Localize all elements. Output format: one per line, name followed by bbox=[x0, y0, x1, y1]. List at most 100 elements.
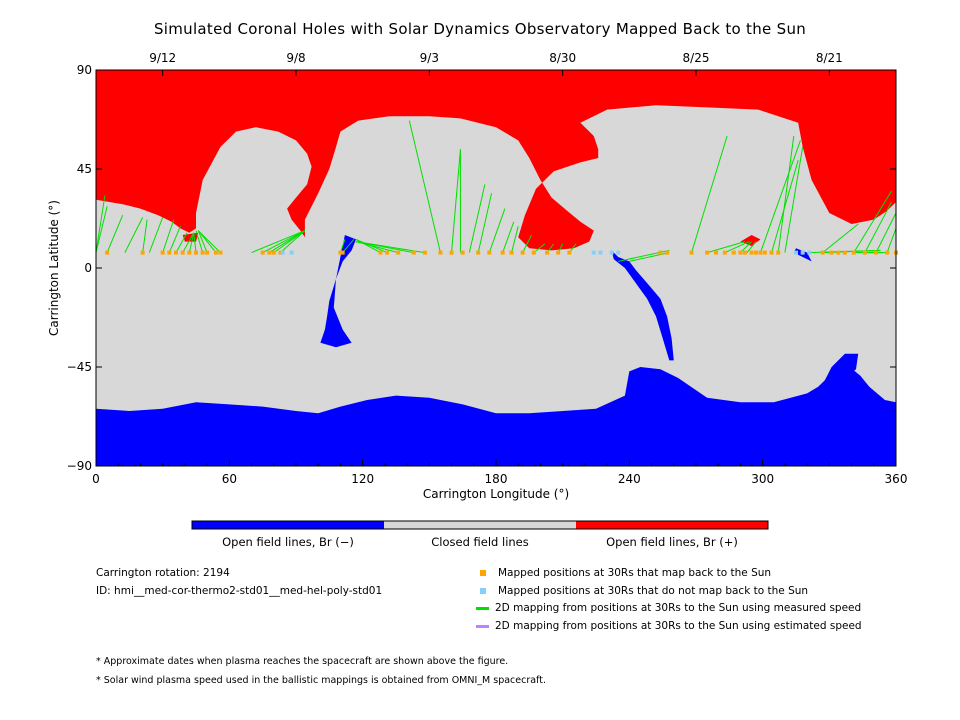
mapped-position-point-29 bbox=[500, 250, 505, 255]
mapped-position-point-42 bbox=[731, 250, 736, 255]
mapped-position-point-53 bbox=[836, 250, 841, 255]
mapped-position-point-20 bbox=[385, 250, 390, 255]
mapped-position-point-1 bbox=[105, 250, 110, 255]
mapped-position-point-8 bbox=[194, 250, 198, 255]
unmapped-position-point-7 bbox=[794, 250, 798, 255]
mapped-position-point-34 bbox=[556, 250, 561, 255]
colorbar-frame bbox=[191, 520, 769, 530]
mapped-position-point-28 bbox=[487, 250, 492, 255]
mapped-position-point-54 bbox=[842, 250, 847, 255]
unmapped-position-point-2 bbox=[289, 250, 294, 255]
model-id: ID: hmi__med-cor-thermo2-std01__med-hel-… bbox=[96, 585, 383, 597]
y-axis-title: Carrington Latitude (°) bbox=[47, 200, 61, 336]
mapped-position-point-48 bbox=[762, 250, 767, 255]
mapped-position-point-45 bbox=[749, 250, 754, 255]
legend-estimated: 2D mapping from positions at 30Rs to the… bbox=[476, 620, 862, 632]
mapped-position-point-4 bbox=[167, 250, 172, 255]
mapped-position-point-10 bbox=[205, 250, 210, 255]
mapped-position-point-31 bbox=[520, 250, 525, 255]
mapped-position-point-41 bbox=[722, 250, 727, 255]
legend-unmapped: Mapped positions at 30Rs that do not map… bbox=[480, 585, 808, 597]
mapped-position-point-49 bbox=[769, 250, 774, 255]
legend-measured-label: 2D mapping from positions at 30Rs to the… bbox=[495, 602, 862, 614]
measured-mapping-line-15 bbox=[197, 230, 217, 253]
mapped-position-point-57 bbox=[874, 250, 878, 255]
x-tick-label-360: 360 bbox=[885, 472, 908, 486]
mapped-position-point-7 bbox=[187, 250, 192, 255]
measured-mapping-line-33 bbox=[477, 193, 493, 253]
x-tick-label-180: 180 bbox=[485, 472, 508, 486]
mapped-position-point-58 bbox=[885, 250, 890, 255]
measured-mapping-line-43 bbox=[629, 252, 670, 262]
measured-mapping-line-4 bbox=[124, 217, 144, 253]
mapped-position-point-6 bbox=[180, 250, 185, 255]
mapped-position-point-47 bbox=[758, 250, 763, 255]
legend-measured: 2D mapping from positions at 30Rs to the… bbox=[476, 602, 861, 614]
estimated-line-swatch bbox=[476, 624, 489, 628]
unmapped-position-point-3 bbox=[591, 250, 596, 255]
measured-mapping-line-10 bbox=[182, 232, 195, 253]
measured-mapping-line-8 bbox=[168, 226, 181, 253]
y-tick-label-90: 90 bbox=[77, 63, 92, 77]
mapped-position-point-27 bbox=[476, 250, 481, 255]
legend-mapped-label: Mapped positions at 30Rs that map back t… bbox=[498, 567, 772, 579]
measured-mapping-line-58 bbox=[853, 190, 892, 253]
colorbar-closed-label: Closed field lines bbox=[431, 535, 529, 549]
colorbar-negative-label: Open field lines, Br (−) bbox=[222, 535, 354, 549]
mapped-position-point-21 bbox=[396, 250, 401, 255]
colorbar bbox=[191, 520, 769, 530]
mapped-position-point-11 bbox=[214, 250, 218, 255]
x-tick-label-0: 0 bbox=[92, 472, 100, 486]
mapped-position-point-5 bbox=[174, 250, 178, 255]
measured-mapping-line-23 bbox=[342, 239, 355, 253]
top-date-label-5: 8/25 bbox=[683, 51, 710, 65]
carrington-rotation: Carrington rotation: 2194 bbox=[96, 567, 230, 579]
north-polar-coronal-hole bbox=[96, 70, 896, 251]
colorbar-negative bbox=[192, 521, 384, 529]
mapped-position-point-32 bbox=[531, 250, 536, 255]
measured-mapping-line-46 bbox=[724, 241, 750, 254]
measured-mapping-line-37 bbox=[522, 234, 533, 253]
x-tick-label-60: 60 bbox=[222, 472, 237, 486]
mapped-position-point-25 bbox=[449, 250, 454, 255]
y-tick-label--45: −45 bbox=[67, 360, 92, 374]
mapped-position-point-37 bbox=[665, 250, 670, 255]
colorbar-positive-label: Open field lines, Br (+) bbox=[606, 535, 738, 549]
mapped-position-point-39 bbox=[705, 250, 710, 255]
x-tick-label-300: 300 bbox=[751, 472, 774, 486]
measured-mapping-line-13 bbox=[195, 230, 204, 253]
y-tick-label--90: −90 bbox=[67, 459, 92, 473]
mapped-position-point-24 bbox=[438, 250, 443, 255]
measured-mapping-line-61 bbox=[886, 228, 896, 253]
measured-mapping-line-35 bbox=[502, 221, 515, 253]
measured-mapping-line-9 bbox=[175, 232, 188, 253]
measured-mapping-line-60 bbox=[875, 212, 896, 253]
mapped-position-point-30 bbox=[509, 250, 514, 255]
top-date-label-1: 9/12 bbox=[149, 51, 176, 65]
measured-mapping-line-52 bbox=[784, 146, 804, 253]
measured-line-swatch bbox=[476, 606, 489, 610]
chart-title: Simulated Coronal Holes with Solar Dynam… bbox=[153, 20, 807, 38]
mapped-position-point-43 bbox=[738, 250, 743, 255]
mapped-position-point-26 bbox=[460, 250, 465, 255]
measured-mapping-line-12 bbox=[193, 232, 197, 253]
measured-mapping-line-1 bbox=[96, 206, 108, 253]
unmapped-position-point-9 bbox=[807, 250, 812, 255]
measured-mapping-line-21 bbox=[280, 230, 306, 253]
mapped-position-point-35 bbox=[567, 250, 572, 255]
mapped-position-point-3 bbox=[160, 250, 165, 255]
mapped-position-point-13 bbox=[260, 250, 265, 255]
south-polar-coronal-hole bbox=[96, 364, 896, 466]
mapped-position-point-36 bbox=[658, 250, 663, 255]
mapped-position-point-15 bbox=[271, 250, 276, 255]
top-date-label-6: 8/21 bbox=[816, 51, 843, 65]
mapped-position-point-33 bbox=[545, 250, 550, 255]
measured-mapping-line-2 bbox=[96, 195, 106, 253]
legend-mapped: Mapped positions at 30Rs that map back t… bbox=[480, 567, 771, 579]
mapped-position-point-50 bbox=[776, 250, 781, 255]
mapped-position-point-51 bbox=[820, 250, 825, 255]
top-date-label-2: 9/8 bbox=[286, 51, 305, 65]
measured-mapping-line-49 bbox=[759, 140, 801, 253]
x-tick-label-120: 120 bbox=[351, 472, 374, 486]
